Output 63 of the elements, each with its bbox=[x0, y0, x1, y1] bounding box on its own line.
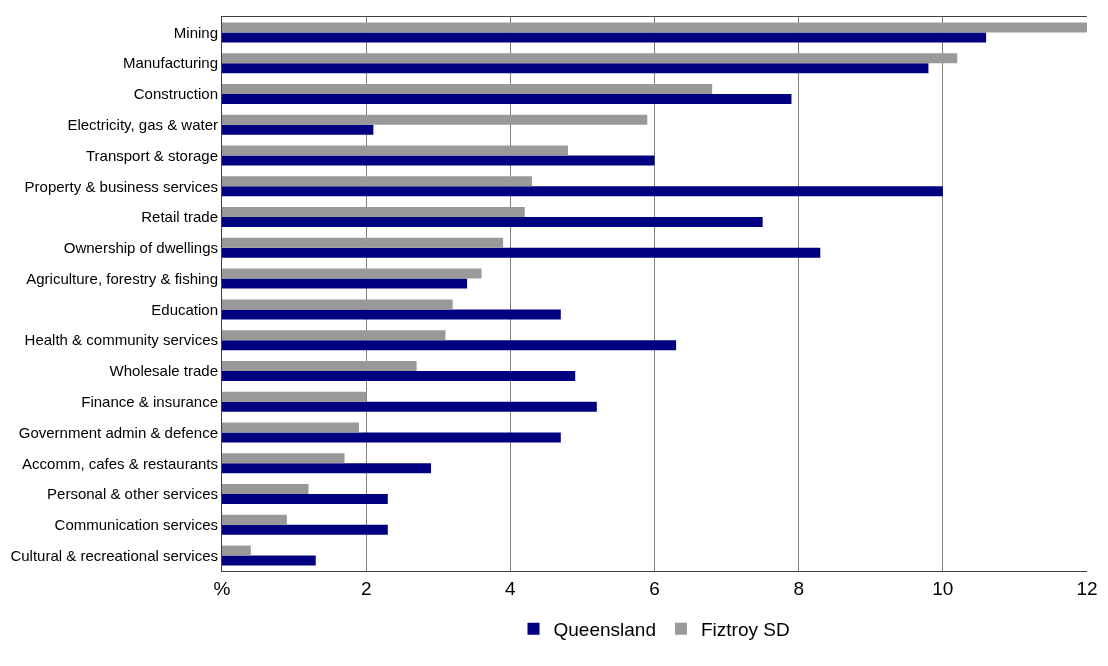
bar bbox=[222, 22, 1087, 33]
legend-label: Queensland bbox=[553, 619, 656, 641]
bar bbox=[222, 463, 432, 474]
y-tick-label: Health & community services bbox=[24, 331, 218, 349]
bar bbox=[222, 432, 561, 443]
bar bbox=[222, 360, 417, 371]
y-tick-label: Agriculture, forestry & fishing bbox=[26, 269, 218, 287]
x-tick-label: 6 bbox=[649, 577, 660, 599]
y-tick-label: Mining bbox=[173, 23, 218, 41]
bar bbox=[222, 32, 987, 43]
bar bbox=[222, 217, 763, 228]
y-tick-label: Electricity, gas & water bbox=[67, 115, 218, 133]
bar bbox=[222, 330, 446, 341]
y-tick-label: Property & business services bbox=[24, 177, 218, 195]
bar bbox=[222, 484, 309, 495]
bar bbox=[222, 299, 453, 310]
bar bbox=[222, 278, 468, 289]
y-tick-label: Education bbox=[151, 300, 218, 318]
bar bbox=[222, 555, 316, 566]
bar bbox=[222, 237, 504, 248]
bar bbox=[222, 524, 388, 535]
y-tick-label: Manufacturing bbox=[122, 54, 218, 72]
bar bbox=[222, 401, 597, 412]
legend-label: Fiztroy SD bbox=[700, 619, 790, 641]
x-tick-label: 8 bbox=[793, 577, 804, 599]
bar bbox=[222, 124, 374, 135]
bar bbox=[222, 186, 943, 197]
bar bbox=[222, 340, 677, 351]
bar bbox=[222, 391, 367, 402]
bar bbox=[222, 545, 251, 556]
bar bbox=[222, 53, 958, 64]
y-tick-label: Construction bbox=[133, 85, 218, 103]
bar bbox=[222, 309, 561, 320]
bar bbox=[222, 83, 713, 94]
y-tick-label: Wholesale trade bbox=[109, 362, 218, 380]
x-tick-label: 4 bbox=[505, 577, 517, 599]
y-tick-label: Finance & insurance bbox=[81, 392, 218, 410]
x-tick-label: 12 bbox=[1076, 577, 1098, 599]
y-tick-label: Transport & storage bbox=[85, 146, 218, 164]
bar bbox=[222, 176, 532, 187]
y-tick-label: Communication services bbox=[54, 516, 218, 534]
x-tick-label: % bbox=[213, 577, 231, 599]
bar bbox=[222, 114, 648, 125]
y-tick-label: Personal & other services bbox=[47, 485, 218, 503]
bar bbox=[222, 370, 576, 381]
x-tick-label: 10 bbox=[932, 577, 954, 599]
bar bbox=[222, 93, 792, 104]
y-tick-label: Cultural & recreational services bbox=[10, 546, 218, 564]
bar bbox=[222, 494, 388, 505]
bar bbox=[222, 155, 655, 166]
bar bbox=[222, 514, 287, 525]
x-tick-label: 2 bbox=[360, 577, 372, 599]
y-tick-label: Ownership of dwellings bbox=[63, 239, 218, 257]
bar bbox=[222, 268, 482, 279]
y-tick-label: Retail trade bbox=[141, 208, 218, 226]
bar bbox=[222, 145, 568, 156]
bar bbox=[222, 422, 359, 433]
bar bbox=[222, 247, 821, 258]
y-tick-label: Accomm, cafes & restaurants bbox=[22, 454, 218, 472]
bar bbox=[222, 207, 525, 218]
bar bbox=[222, 63, 929, 74]
bar bbox=[222, 453, 345, 464]
y-tick-label: Government admin & defence bbox=[18, 423, 218, 441]
